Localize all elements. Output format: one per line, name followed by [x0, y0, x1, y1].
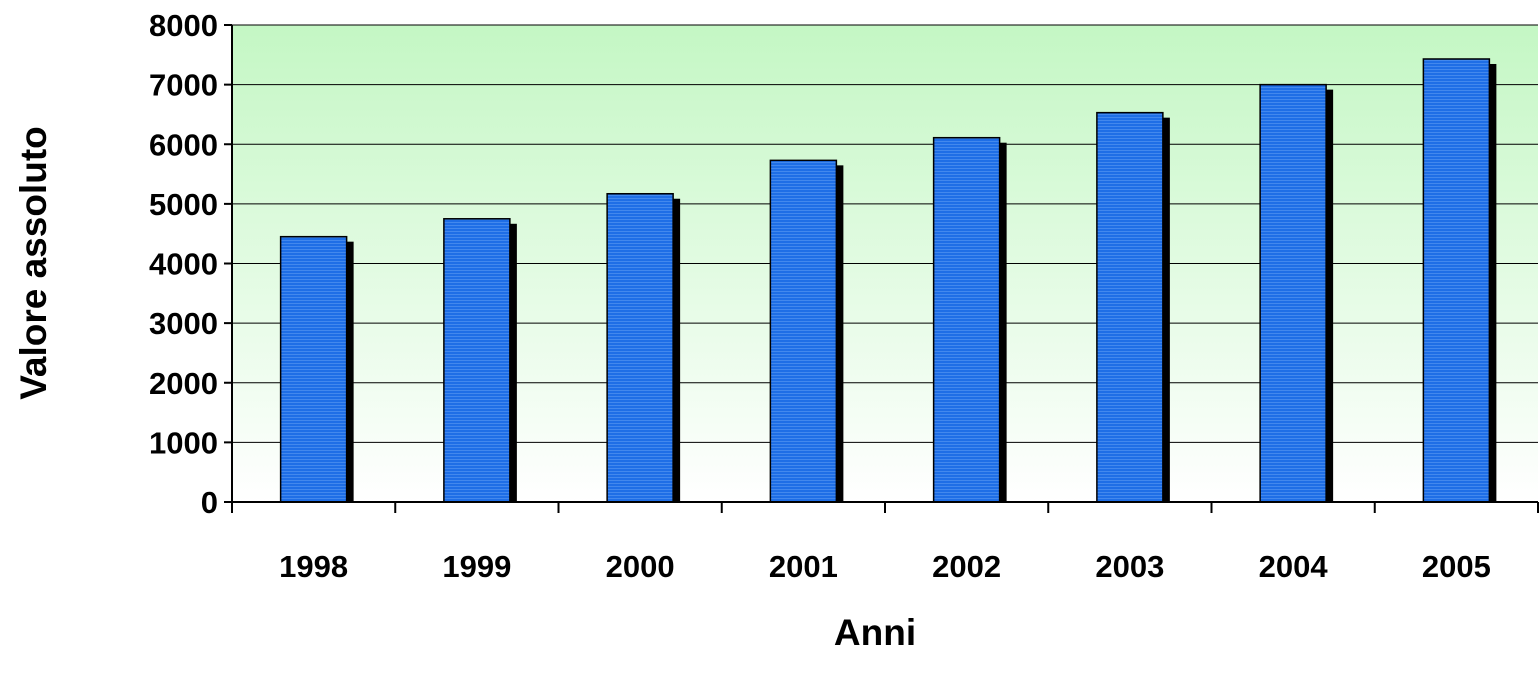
x-tick-label-2003: 2003 — [1095, 549, 1164, 584]
x-tick-label-2005: 2005 — [1422, 549, 1491, 584]
y-tick-label-4000: 4000 — [149, 247, 218, 282]
x-axis-ticks: 1998 1999 2000 2001 2002 2003 2004 2005 — [231, 502, 1539, 584]
bar-1999 — [443, 218, 511, 503]
x-tick-label-1998: 1998 — [279, 549, 348, 584]
x-tick-label-2000: 2000 — [606, 549, 675, 584]
bar-2001 — [769, 159, 838, 503]
x-axis-title: Anni — [834, 612, 916, 653]
x-tick-label-2004: 2004 — [1259, 549, 1329, 584]
y-tick-label-5000: 5000 — [149, 187, 218, 222]
y-tick-label-6000: 6000 — [149, 127, 218, 162]
bar-2003 — [1096, 111, 1164, 503]
x-tick-label-2002: 2002 — [932, 549, 1001, 584]
x-tick-label-1999: 1999 — [442, 549, 511, 584]
y-axis-title: Valore assoluto — [13, 126, 54, 400]
bar-2002 — [932, 136, 1001, 503]
bar-2004 — [1259, 83, 1327, 503]
y-tick-label-2000: 2000 — [149, 366, 218, 401]
bar-1998 — [279, 235, 348, 503]
y-tick-label-7000: 7000 — [149, 68, 218, 103]
bar-2005 — [1422, 58, 1491, 503]
y-tick-label-1000: 1000 — [149, 425, 218, 460]
y-tick-label-8000: 8000 — [149, 8, 218, 43]
y-axis-ticks: 0 1000 2000 3000 4000 5000 6000 7000 8000 — [149, 8, 232, 520]
y-tick-label-3000: 3000 — [149, 306, 218, 341]
y-tick-label-0: 0 — [201, 485, 218, 520]
bars — [279, 58, 1497, 503]
bar-2000 — [606, 192, 674, 503]
x-tick-label-2001: 2001 — [769, 549, 838, 584]
